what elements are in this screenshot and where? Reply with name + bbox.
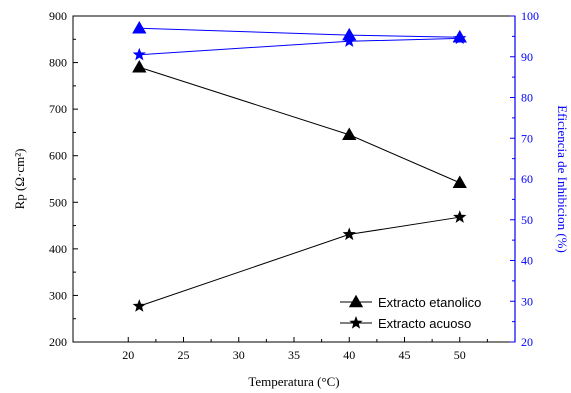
- y-tick-label-left: 300: [49, 288, 67, 302]
- series-3-point-2: [453, 31, 467, 45]
- series-0-point-0: [132, 59, 147, 73]
- x-tick-label: 50: [454, 348, 466, 362]
- y-tick-label-left: 800: [49, 56, 67, 70]
- series-1-point-0: [132, 299, 146, 312]
- x-tick-label: 30: [233, 348, 245, 362]
- y-tick-label-right: 40: [521, 254, 533, 268]
- y-axis-title-right: Eficiencia de Inhibicion (%): [555, 105, 570, 253]
- legend-marker-etanolico: [348, 294, 364, 308]
- y-tick-label-left: 900: [49, 9, 67, 23]
- series-line-2: [139, 27, 460, 38]
- y-tick-label-right: 80: [521, 91, 533, 105]
- series-line-3: [139, 37, 460, 56]
- x-tick-label: 40: [343, 348, 355, 362]
- legend-marker-acuoso: [349, 316, 363, 329]
- x-tick-label: 35: [288, 348, 300, 362]
- y-tick-label-right: 30: [521, 294, 533, 308]
- y-axis-title-left: Rp (Ω·cm²): [12, 149, 27, 210]
- y-tick-label-right: 60: [521, 172, 533, 186]
- y-tick-label-left: 500: [49, 195, 67, 209]
- series-line-0: [139, 66, 460, 184]
- series-1-point-2: [453, 210, 467, 223]
- x-tick-label: 20: [122, 348, 134, 362]
- series-line-1: [139, 216, 460, 307]
- series-0-point-1: [342, 127, 357, 141]
- y-tick-label-right: 50: [521, 213, 533, 227]
- series-1-point-1: [342, 227, 356, 241]
- y-tick-label-left: 400: [49, 242, 67, 256]
- series-3-point-0: [132, 47, 146, 61]
- legend-label-etanolico: Extracto etanolico: [378, 295, 481, 310]
- series-2-point-0: [132, 20, 147, 34]
- x-axis-title: Temperatura (°C): [248, 374, 339, 389]
- series-layer: [132, 20, 467, 312]
- legend-label-acuoso: Extracto acuoso: [378, 316, 471, 331]
- series-3-point-1: [342, 34, 356, 47]
- legend: Extracto etanolico Extracto acuoso: [340, 294, 481, 331]
- y-tick-label-left: 700: [49, 102, 67, 116]
- y-tick-label-left: 600: [49, 149, 67, 163]
- y-tick-label-right: 100: [521, 9, 539, 23]
- y-tick-label-right: 20: [521, 335, 533, 349]
- x-tick-label: 45: [399, 348, 411, 362]
- ticks-layer: 20 25 30 35 40 45 50 200 300 400 500 600 700 800 900 20…: [49, 9, 539, 362]
- y-tick-label-right: 90: [521, 50, 533, 64]
- series-0-point-2: [452, 175, 467, 188]
- y-tick-label-left: 200: [49, 335, 67, 349]
- x-tick-label: 25: [178, 348, 190, 362]
- y-tick-label-right: 70: [521, 131, 533, 145]
- series-2-point-1: [342, 27, 357, 41]
